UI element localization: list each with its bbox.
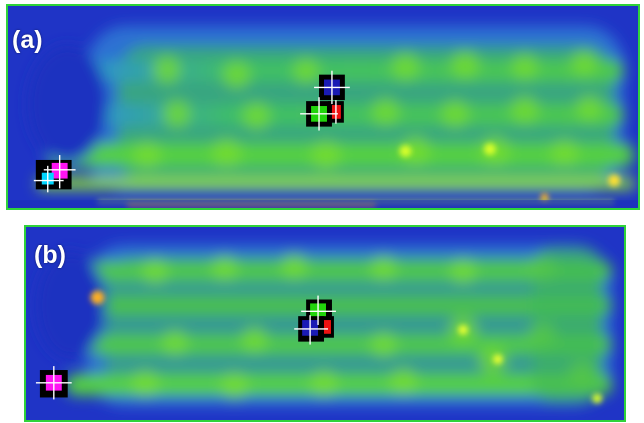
heatmap-a <box>8 6 638 208</box>
heatmap-panel-b <box>24 225 626 422</box>
panel-label-b: (b) <box>34 241 66 269</box>
marker-red-b <box>324 320 331 334</box>
marker-group-b-center <box>294 295 336 345</box>
marker-group-a-center <box>300 70 350 131</box>
heatmap-panel-a <box>6 4 640 210</box>
marker-group-a-left <box>33 155 76 193</box>
panel-label-a: (a) <box>12 26 43 54</box>
marker-group-b-left <box>35 366 72 400</box>
heatmap-b <box>26 227 624 420</box>
